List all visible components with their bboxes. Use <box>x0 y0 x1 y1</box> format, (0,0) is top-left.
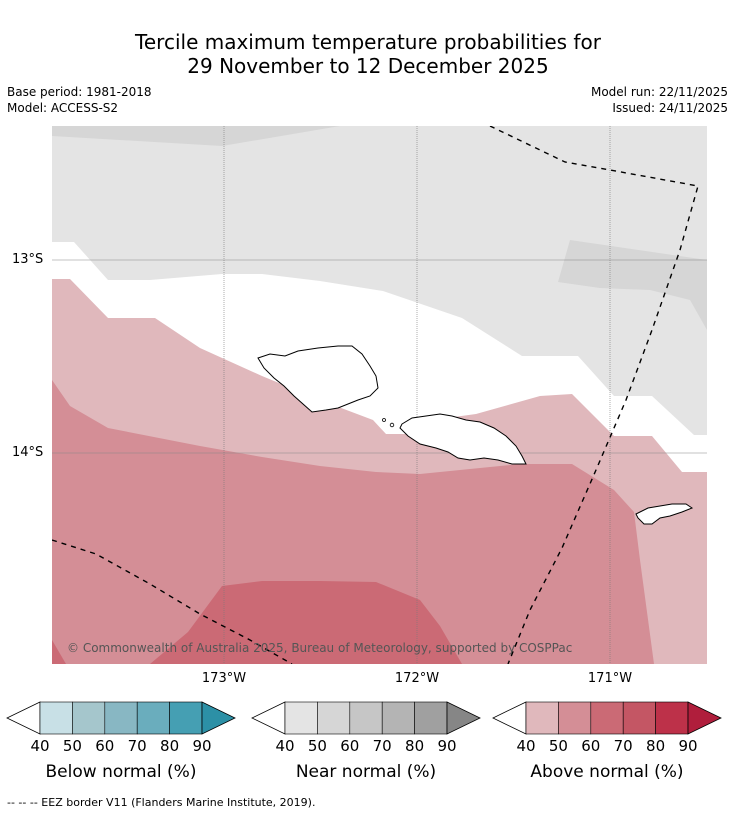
model-name: Model: ACCESS-S2 <box>7 101 119 115</box>
legend-label-below-normal: Below normal (%) <box>45 762 197 782</box>
colorbar-tick-label: 60 <box>581 737 601 755</box>
near-normal-50-region-right <box>558 240 707 330</box>
colorbar-segment <box>136 701 170 735</box>
title-line-2: 29 November to 12 December 2025 <box>187 54 549 78</box>
colorbar-segment <box>655 701 689 735</box>
islet <box>382 418 386 422</box>
eez-border-south <box>52 539 293 664</box>
colorbar-tick-label: 70 <box>613 737 633 755</box>
colorbar-tick-label: 60 <box>340 737 360 755</box>
meta-left: Base period: 1981-2018 Model: ACCESS-S2 <box>7 84 152 116</box>
legend-label-above-normal: Above normal (%) <box>530 762 684 782</box>
colorbar-tick-label: 80 <box>405 737 425 755</box>
colorbar-near-normal <box>251 701 481 735</box>
colorbar-segment <box>104 701 138 735</box>
near-normal-40-region <box>52 126 707 435</box>
issued-date: Issued: 24/11/2025 <box>612 101 728 115</box>
colorbar-segment <box>39 701 73 735</box>
colorbar-low-extension <box>492 701 527 735</box>
colorbar-segment <box>381 701 415 735</box>
colorbar-tick-label: 40 <box>275 737 295 755</box>
above-normal-60-region <box>150 581 462 664</box>
colorbar-tick-label: 40 <box>30 737 50 755</box>
colorbar-segment <box>590 701 624 735</box>
colorbar-tick-label: 90 <box>678 737 698 755</box>
base-period: Base period: 1981-2018 <box>7 85 152 99</box>
above-normal-50-region <box>52 380 654 664</box>
colorbar-segment <box>72 701 106 735</box>
lon-label-173w: 173°W <box>201 671 247 686</box>
island-upolu <box>399 413 527 465</box>
colorbar-tick-label: 50 <box>62 737 82 755</box>
colorbar-above-normal <box>492 701 722 735</box>
map-title: Tercile maximum temperature probabilitie… <box>0 30 736 78</box>
legend-label-near-normal: Near normal (%) <box>295 762 437 782</box>
colorbar-high-extension <box>446 701 481 735</box>
near-normal-50-region-top <box>52 126 707 146</box>
island-tutuila <box>635 503 694 525</box>
colorbar-segment <box>317 701 351 735</box>
copyright-notice: © Commonwealth of Australia 2025, Bureau… <box>67 641 573 655</box>
colorbar-below-normal <box>6 701 236 735</box>
colorbar-segment <box>558 701 592 735</box>
lat-label-14s: 14°S <box>12 445 44 460</box>
meta-right: Model run: 22/11/2025 Issued: 24/11/2025 <box>591 84 728 116</box>
colorbar-segment <box>525 701 559 735</box>
eez-footer-note: -- -- -- EEZ border V11 (Flanders Marine… <box>7 796 316 809</box>
lon-label-171w: 171°W <box>587 671 633 686</box>
lon-label-172w: 172°W <box>394 671 440 686</box>
colorbar-tick-label: 70 <box>372 737 392 755</box>
colorbar-tick-label: 50 <box>307 737 327 755</box>
colorbar-high-extension <box>201 701 236 735</box>
colorbar-segment <box>169 701 203 735</box>
colorbar-low-extension <box>251 701 286 735</box>
colorbar-tick-label: 80 <box>160 737 180 755</box>
colorbar-segment <box>349 701 383 735</box>
model-run: Model run: 22/11/2025 <box>590 85 728 99</box>
lat-label-13s: 13°S <box>12 252 44 267</box>
above-normal-60-region-corner <box>52 640 66 664</box>
colorbar-tick-label: 60 <box>95 737 115 755</box>
colorbar-tick-label: 40 <box>516 737 536 755</box>
colorbar-tick-label: 50 <box>548 737 568 755</box>
islet <box>389 422 395 428</box>
colorbar-tick-label: 80 <box>646 737 666 755</box>
island-savaii <box>257 345 379 413</box>
colorbar-segment <box>284 701 318 735</box>
colorbar-low-extension <box>6 701 41 735</box>
eez-border-north <box>489 126 699 664</box>
colorbar-segment <box>414 701 448 735</box>
colorbar-tick-label: 90 <box>437 737 457 755</box>
colorbar-tick-label: 70 <box>127 737 147 755</box>
colorbar-segment <box>622 701 656 735</box>
colorbar-high-extension <box>687 701 722 735</box>
title-line-1: Tercile maximum temperature probabilitie… <box>135 30 601 54</box>
colorbar-tick-label: 90 <box>192 737 212 755</box>
